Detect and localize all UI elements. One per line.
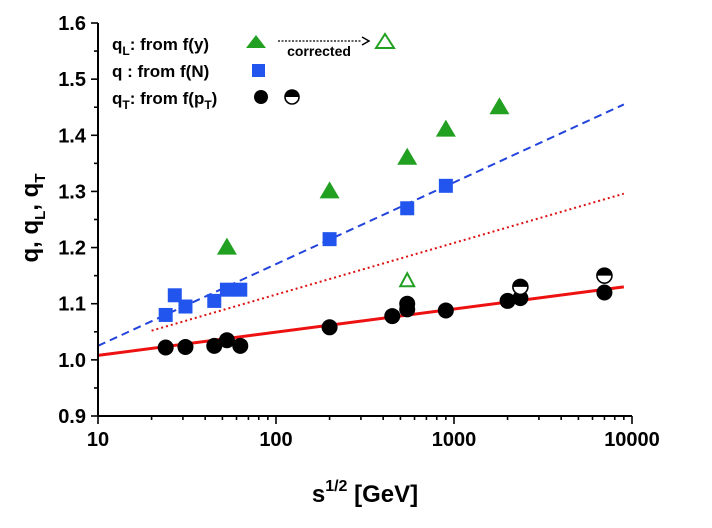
data-point-q [233, 282, 248, 297]
y-tick-label: 1.1 [58, 294, 86, 316]
fit-line-q [97, 103, 625, 347]
data-point-qT [232, 337, 249, 354]
x-tick-label: 10 [87, 429, 109, 451]
legend-qL-rest: : from f(y) [130, 35, 209, 54]
legend-marker-qT [254, 90, 268, 104]
data-point-qT [437, 302, 454, 319]
data-point-qT-half [596, 267, 613, 284]
data-point-qT [206, 337, 223, 354]
legend-qT-sub2: T [204, 98, 212, 112]
fit-line-middle [151, 192, 625, 332]
data-point-q [158, 307, 173, 322]
data-point-q [400, 201, 415, 216]
x-tick-label: 10000 [604, 429, 660, 451]
data-point-qT-half [512, 278, 529, 296]
ticks: 0.9 1.0 1.1 1.2 1.3 1.4 1.5 1.6 10 100 1000 10000 [58, 13, 660, 451]
legend-qT-rest: : from f(p [130, 89, 205, 108]
legend-marker-qL-corrected [374, 32, 396, 49]
data-point-qT [157, 339, 174, 356]
y-tick-label: 1.3 [58, 181, 86, 203]
data-point-qT [218, 332, 235, 349]
y-tick-label: 1.2 [58, 238, 86, 260]
x-tick-label: 1000 [432, 429, 477, 451]
data-point-qT [384, 308, 401, 325]
y-tick-label: 1.6 [58, 13, 86, 35]
y-axis-title-s1: L [32, 211, 49, 220]
legend-q-rest: : from f(N) [122, 62, 209, 81]
legend-label-qL: qL: from f(y) [112, 35, 209, 58]
legend-corrected-note: corrected [287, 43, 351, 59]
x-axis-title-main: s [312, 481, 325, 508]
legend-qT-end: ) [212, 89, 218, 108]
data-point-qL [319, 181, 340, 199]
data-point-q [207, 293, 222, 308]
data-point-qL [435, 119, 456, 137]
y-axis-title-p1: q, q [17, 220, 44, 263]
legend-label-q: q : from f(N) [112, 62, 209, 81]
y-axis-title: q, qL, qT [17, 174, 49, 263]
legend-label-qT: qT: from f(pT) [112, 89, 217, 112]
data-point-qT [499, 292, 516, 309]
x-tick-label: 100 [259, 429, 292, 451]
data-point-q [438, 178, 453, 193]
y-tick-label: 0.9 [58, 406, 86, 428]
data-points [157, 97, 613, 356]
x-axis-title: s1/2 [GeV] [312, 478, 418, 508]
y-tick-label: 1.0 [58, 350, 86, 372]
legend-arrow-head-icon [361, 36, 371, 46]
legend-qT-sub: T [122, 98, 130, 112]
data-point-q [322, 232, 337, 247]
data-point-qT [596, 284, 613, 301]
legend-marker-qT-half [284, 89, 300, 105]
data-point-q [178, 299, 193, 314]
x-axis-title-sup: 1/2 [325, 478, 347, 495]
axes [97, 23, 632, 417]
legend-marker-q [252, 64, 265, 77]
y-axis-title-p2: , q [17, 183, 44, 211]
x-axis-title-rest: [GeV] [347, 481, 418, 508]
data-point-qT [177, 338, 194, 355]
data-point-qT [399, 295, 416, 312]
data-point-qL [489, 97, 510, 115]
data-point-qL [397, 147, 418, 165]
data-point-q [219, 282, 234, 297]
data-point-qL [216, 237, 237, 255]
legend-qL-sub: L [122, 44, 129, 58]
y-tick-label: 1.5 [58, 69, 86, 91]
data-point-q [167, 288, 182, 303]
data-point-qT [321, 319, 338, 336]
y-tick-label: 1.4 [58, 125, 87, 147]
fit-lines [97, 103, 625, 357]
y-axis-title-s2: T [32, 174, 49, 183]
legend-marker-qL [246, 35, 266, 48]
data-point-qL-corrected [398, 271, 416, 288]
legend-qL-main: q [112, 35, 122, 54]
legend-qT-main: q [112, 89, 122, 108]
legend: qL: from f(y) corrected q : from f(N) qT… [112, 32, 396, 112]
legend-q-main: q [112, 62, 122, 81]
